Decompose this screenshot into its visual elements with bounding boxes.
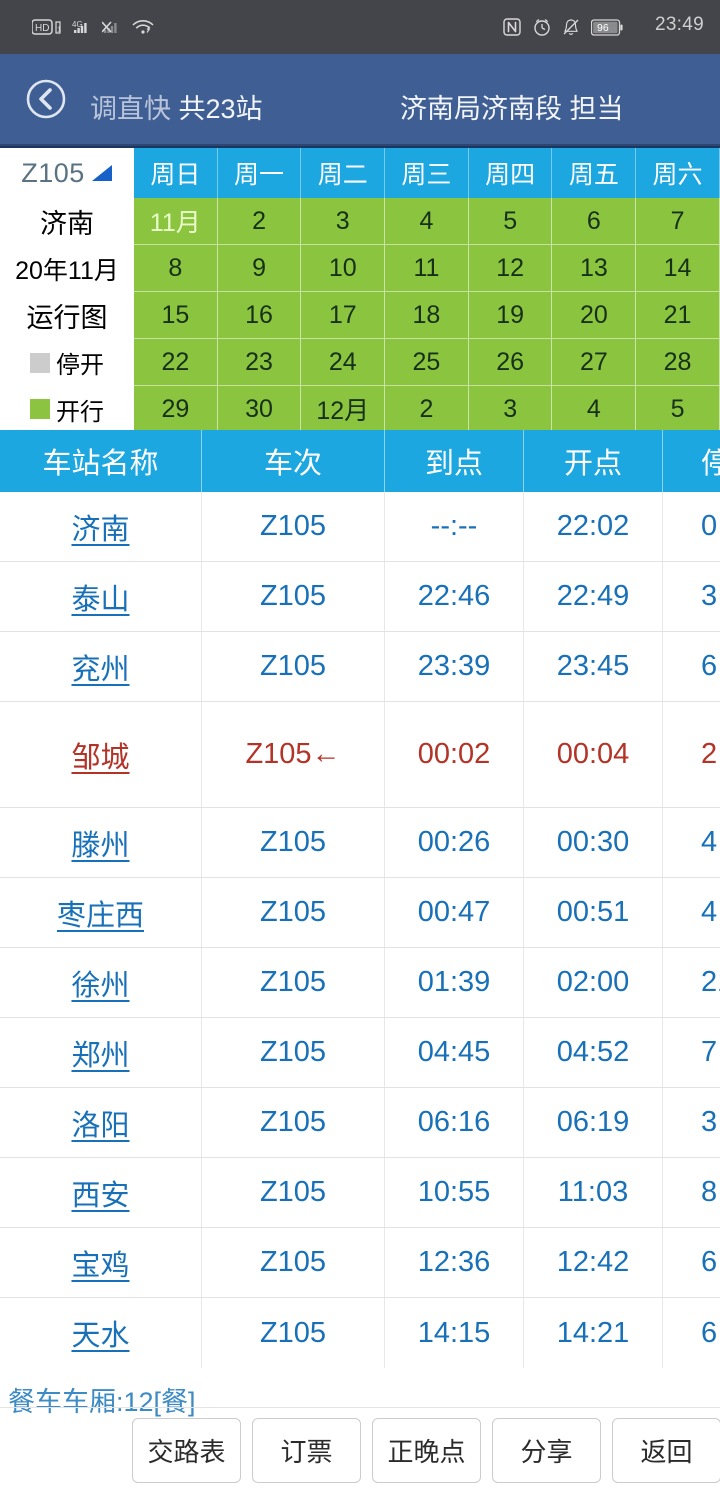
svg-text:1: 1: [57, 24, 61, 33]
svg-text:96: 96: [597, 22, 609, 34]
svg-text:HD: HD: [35, 23, 49, 34]
